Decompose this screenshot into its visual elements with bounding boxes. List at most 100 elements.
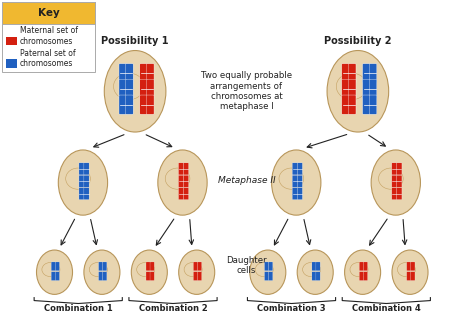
FancyBboxPatch shape (146, 262, 150, 271)
FancyBboxPatch shape (146, 80, 154, 98)
Text: Combination 3: Combination 3 (257, 304, 326, 313)
Ellipse shape (297, 250, 333, 294)
FancyBboxPatch shape (193, 272, 198, 280)
FancyBboxPatch shape (183, 163, 189, 175)
FancyBboxPatch shape (102, 272, 107, 280)
FancyBboxPatch shape (79, 175, 84, 187)
FancyBboxPatch shape (140, 64, 147, 83)
Ellipse shape (104, 51, 166, 132)
Text: Combination 1: Combination 1 (44, 304, 113, 313)
FancyBboxPatch shape (363, 262, 368, 271)
FancyBboxPatch shape (126, 80, 133, 98)
Ellipse shape (345, 250, 381, 294)
FancyBboxPatch shape (183, 175, 189, 187)
Ellipse shape (371, 150, 420, 215)
FancyBboxPatch shape (369, 64, 377, 83)
FancyBboxPatch shape (51, 262, 55, 271)
FancyBboxPatch shape (392, 175, 397, 187)
FancyBboxPatch shape (197, 262, 201, 271)
FancyBboxPatch shape (264, 272, 269, 280)
FancyBboxPatch shape (359, 262, 364, 271)
FancyBboxPatch shape (119, 95, 127, 114)
FancyBboxPatch shape (264, 262, 269, 271)
FancyBboxPatch shape (397, 188, 402, 200)
FancyBboxPatch shape (297, 175, 302, 187)
FancyBboxPatch shape (183, 188, 189, 200)
FancyBboxPatch shape (268, 262, 273, 271)
FancyBboxPatch shape (55, 272, 60, 280)
FancyBboxPatch shape (407, 272, 411, 280)
FancyBboxPatch shape (146, 64, 154, 83)
FancyBboxPatch shape (178, 188, 184, 200)
FancyBboxPatch shape (84, 188, 89, 200)
FancyBboxPatch shape (348, 95, 356, 114)
FancyBboxPatch shape (397, 163, 402, 175)
FancyBboxPatch shape (363, 64, 370, 83)
FancyBboxPatch shape (126, 95, 133, 114)
FancyBboxPatch shape (292, 175, 298, 187)
FancyBboxPatch shape (102, 262, 107, 271)
Text: Combination 2: Combination 2 (138, 304, 208, 313)
FancyBboxPatch shape (392, 188, 397, 200)
FancyBboxPatch shape (84, 163, 89, 175)
Ellipse shape (58, 150, 108, 215)
FancyBboxPatch shape (312, 272, 316, 280)
FancyBboxPatch shape (150, 262, 155, 271)
FancyBboxPatch shape (119, 64, 127, 83)
Ellipse shape (84, 250, 120, 294)
FancyBboxPatch shape (99, 262, 103, 271)
FancyBboxPatch shape (292, 188, 298, 200)
FancyBboxPatch shape (312, 262, 316, 271)
FancyBboxPatch shape (99, 272, 103, 280)
Bar (6, 37, 17, 45)
FancyBboxPatch shape (363, 95, 370, 114)
FancyBboxPatch shape (140, 80, 147, 98)
Ellipse shape (327, 51, 389, 132)
Ellipse shape (250, 250, 286, 294)
FancyBboxPatch shape (369, 95, 377, 114)
FancyBboxPatch shape (348, 64, 356, 83)
FancyBboxPatch shape (178, 175, 184, 187)
FancyBboxPatch shape (342, 80, 349, 98)
Ellipse shape (131, 250, 167, 294)
FancyBboxPatch shape (363, 272, 368, 280)
FancyBboxPatch shape (126, 64, 133, 83)
FancyBboxPatch shape (297, 163, 302, 175)
FancyBboxPatch shape (51, 272, 55, 280)
FancyBboxPatch shape (348, 80, 356, 98)
FancyBboxPatch shape (2, 2, 95, 24)
FancyBboxPatch shape (79, 163, 84, 175)
FancyBboxPatch shape (292, 163, 298, 175)
Text: Combination 4: Combination 4 (352, 304, 421, 313)
FancyBboxPatch shape (268, 272, 273, 280)
Text: Key: Key (38, 8, 59, 18)
Text: Paternal set of
chromosomes: Paternal set of chromosomes (20, 49, 75, 68)
FancyBboxPatch shape (140, 95, 147, 114)
FancyBboxPatch shape (146, 95, 154, 114)
FancyBboxPatch shape (359, 272, 364, 280)
FancyBboxPatch shape (397, 175, 402, 187)
FancyBboxPatch shape (407, 262, 411, 271)
Bar (6, 59, 17, 67)
FancyBboxPatch shape (342, 64, 349, 83)
Ellipse shape (36, 250, 73, 294)
FancyBboxPatch shape (146, 272, 150, 280)
FancyBboxPatch shape (369, 80, 377, 98)
FancyBboxPatch shape (119, 80, 127, 98)
Ellipse shape (392, 250, 428, 294)
FancyBboxPatch shape (316, 262, 320, 271)
FancyBboxPatch shape (297, 188, 302, 200)
Text: Possibility 2: Possibility 2 (324, 36, 392, 46)
FancyBboxPatch shape (79, 188, 84, 200)
FancyBboxPatch shape (410, 262, 415, 271)
Ellipse shape (272, 150, 321, 215)
FancyBboxPatch shape (410, 272, 415, 280)
FancyBboxPatch shape (392, 163, 397, 175)
Text: Two equally probable
arrangements of
chromosomes at
metaphase I: Two equally probable arrangements of chr… (201, 71, 292, 111)
Text: Maternal set of
chromosomes: Maternal set of chromosomes (20, 26, 78, 46)
Ellipse shape (179, 250, 215, 294)
Ellipse shape (158, 150, 207, 215)
Text: Daughter
cells: Daughter cells (226, 256, 267, 275)
FancyBboxPatch shape (150, 272, 155, 280)
FancyBboxPatch shape (193, 262, 198, 271)
